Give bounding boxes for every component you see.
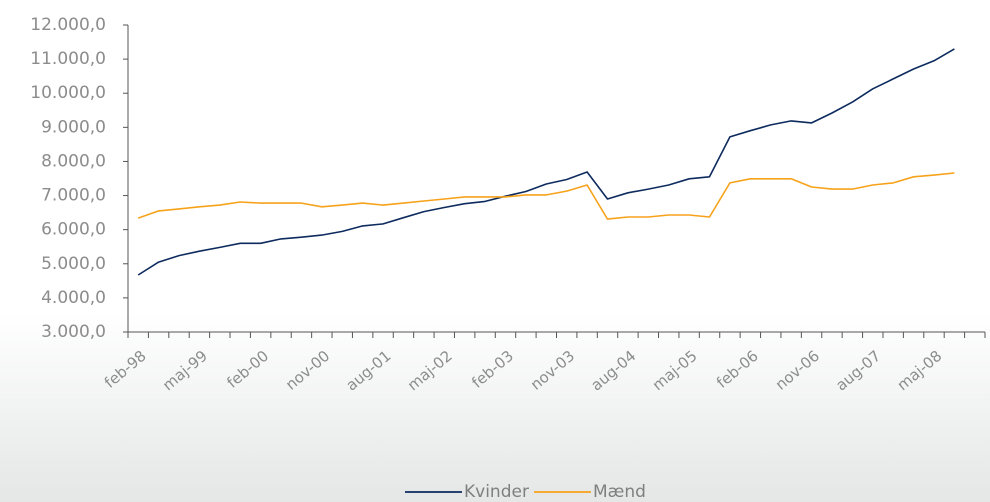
legend-label: Mænd — [593, 482, 646, 502]
y-tick-label: 3.000,0 — [41, 322, 106, 342]
x-tick-label: aug-01 — [343, 347, 395, 395]
x-tick-label: feb-00 — [223, 347, 272, 392]
x-tick-label: aug-07 — [832, 347, 884, 395]
x-tick-label: maj-99 — [159, 347, 211, 395]
y-tick-label: 11.000,0 — [30, 49, 106, 69]
y-tick-label: 10.000,0 — [30, 83, 106, 103]
x-tick-label: feb-98 — [101, 347, 150, 392]
y-tick-label: 5.000,0 — [41, 254, 106, 274]
y-tick-label: 4.000,0 — [41, 288, 106, 308]
x-tick-label: nov-03 — [527, 347, 578, 394]
y-tick-label: 7.000,0 — [41, 186, 106, 206]
x-tick-label: maj-08 — [894, 347, 946, 395]
x-tick-label: nov-00 — [282, 347, 333, 394]
x-tick-label: nov-06 — [772, 347, 823, 394]
legend-label: Kvinder — [464, 482, 529, 502]
y-tick-label: 12.000,0 — [30, 15, 106, 35]
x-tick-label: maj-02 — [404, 347, 456, 395]
y-tick-label: 9.000,0 — [41, 117, 106, 137]
x-tick-label: maj-05 — [649, 347, 701, 395]
x-tick-label: feb-03 — [468, 347, 517, 392]
y-tick-label: 6.000,0 — [41, 220, 106, 240]
series-line — [137, 172, 955, 220]
x-tick-label: aug-04 — [587, 347, 639, 395]
series-line — [137, 48, 955, 276]
y-tick-label: 8.000,0 — [41, 151, 106, 171]
x-tick-label: feb-06 — [713, 347, 762, 392]
